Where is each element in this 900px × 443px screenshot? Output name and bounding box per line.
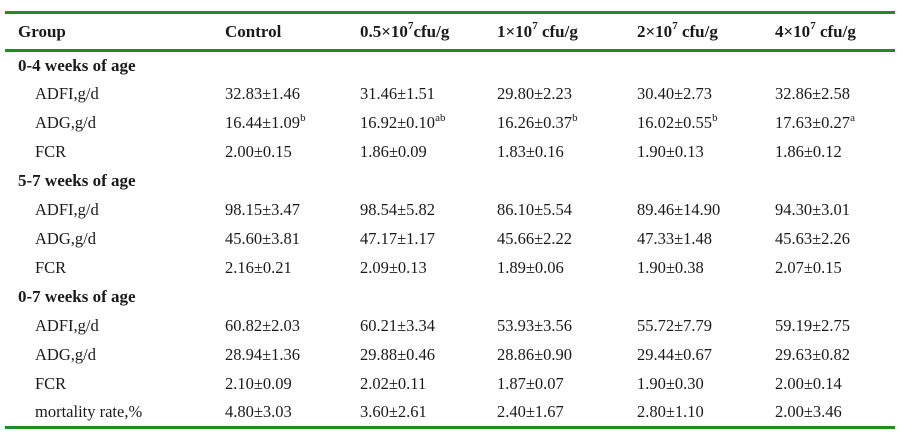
table-row: ADG,g/d 28.94±1.36 29.88±0.46 28.86±0.90 29.… [5,341,895,370]
data-cell: 16.02±0.55b [637,111,718,132]
data-cell: 94.30±3.01 [775,200,851,219]
data-cell: 60.21±3.34 [360,316,436,335]
table-row: ADFI,g/d 98.15±3.47 98.54±5.82 86.10±5.54 89… [5,196,895,225]
data-cell: 16.92±0.10ab [360,111,446,132]
row-label: mortality rate,% [35,402,143,422]
row-label: ADG,g/d [35,229,96,248]
row-label: FCR [35,258,67,277]
section-row: 5-7 weeks of age [5,167,895,196]
table-body: 0-4 weeks of age ADFI,g/d 32.83±1.46 31.46±… [5,51,895,428]
data-cell: 29.80±2.23 [497,84,573,103]
data-cell: 1.86±0.12 [775,142,842,161]
data-cell: 86.10±5.54 [497,200,573,219]
data-cell: 2.07±0.15 [775,258,842,277]
section-row: 0-7 weeks of age [5,283,895,312]
data-cell: 2.00±3.46 [775,402,842,422]
data-cell: 2.10±0.09 [225,374,292,393]
data-cell: 47.33±1.48 [637,229,713,248]
data-cell: 32.86±2.58 [775,84,851,103]
data-cell: 16.26±0.37b [497,111,578,132]
data-cell: 2.40±1.67 [497,402,564,422]
data-cell: 28.94±1.36 [225,345,301,364]
data-cell: 89.46±14.90 [637,200,721,219]
data-cell: 2.00±0.15 [225,142,292,161]
table-row: ADFI,g/d 60.82±2.03 60.21±3.34 53.93±3.56 55… [5,312,895,341]
section-title: 5-7 weeks of age [18,171,136,190]
column-header: 4×107 cfu/g [775,19,856,41]
row-label: ADFI,g/d [35,84,99,103]
data-cell: 45.66±2.22 [497,229,573,248]
data-cell: 98.54±5.82 [360,200,436,219]
data-cell: 53.93±3.56 [497,316,573,335]
data-cell: 1.87±0.07 [497,374,564,393]
data-cell: 29.63±0.82 [775,345,851,364]
data-cell: 1.86±0.09 [360,142,427,161]
data-cell: 2.80±1.10 [637,402,704,422]
column-header: 0.5×107cfu/g [360,19,450,41]
data-cell: 4.80±3.03 [225,402,292,422]
data-cell: 2.16±0.21 [225,258,292,277]
table-header: Group Control 0.5×107cfu/g 1×107 cfu/g 2×107… [5,13,895,51]
table-row: ADG,g/d 16.44±1.09b 16.92±0.10ab 16.26±0.37… [5,109,895,138]
data-cell: 98.15±3.47 [225,200,301,219]
growth-performance-table: Group Control 0.5×107cfu/g 1×107 cfu/g 2×107… [5,11,895,429]
column-header: 1×107 cfu/g [497,19,578,41]
data-cell: 31.46±1.51 [360,84,436,103]
data-cell: 2.09±0.13 [360,258,427,277]
row-label: FCR [35,142,67,161]
data-cell: 28.86±0.90 [497,345,573,364]
data-cell: 30.40±2.73 [637,84,713,103]
data-cell: 1.83±0.16 [497,142,564,161]
header-row: Group Control 0.5×107cfu/g 1×107 cfu/g 2×107… [5,13,895,51]
data-cell: 32.83±1.46 [225,84,301,103]
row-label: FCR [35,374,67,393]
data-cell: 55.72±7.79 [637,316,713,335]
data-cell: 16.44±1.09b [225,111,306,132]
data-cell: 1.90±0.30 [637,374,704,393]
row-label: ADG,g/d [35,113,96,132]
data-cell: 2.02±0.11 [360,374,427,393]
data-cell: 1.90±0.13 [637,142,704,161]
table-row: FCR 2.00±0.15 1.86±0.09 1.83±0.16 1.90±0.13 1… [5,138,895,167]
data-cell: 2.00±0.14 [775,374,842,393]
table-row: FCR 2.10±0.09 2.02±0.11 1.87±0.07 1.90±0.30 2… [5,370,895,399]
data-cell: 3.60±2.61 [360,402,427,422]
table-row: mortality rate,% 4.80±3.03 3.60±2.61 2.40±1… [5,399,895,428]
column-header-group: Group [18,21,66,41]
section-row: 0-4 weeks of age [5,51,895,80]
data-cell: 29.44±0.67 [637,345,713,364]
data-cell: 60.82±2.03 [225,316,301,335]
row-label: ADG,g/d [35,345,96,364]
column-header: Control [225,21,282,41]
data-cell: 1.90±0.38 [637,258,704,277]
data-cell: 45.60±3.81 [225,229,301,248]
data-cell: 59.19±2.75 [775,316,851,335]
data-cell: 47.17±1.17 [360,229,436,248]
column-header: 2×107 cfu/g [637,19,718,41]
data-cell: 45.63±2.26 [775,229,851,248]
row-label: ADFI,g/d [35,316,99,335]
section-title: 0-7 weeks of age [18,287,136,306]
row-label: ADFI,g/d [35,200,99,219]
table-row: FCR 2.16±0.21 2.09±0.13 1.89±0.06 1.90±0.38 2… [5,254,895,283]
table-row: ADG,g/d 45.60±3.81 47.17±1.17 45.66±2.22 47.… [5,225,895,254]
section-title: 0-4 weeks of age [18,55,136,75]
data-cell: 1.89±0.06 [497,258,564,277]
table-row: ADFI,g/d 32.83±1.46 31.46±1.51 29.80±2.23 30… [5,80,895,109]
data-cell: 29.88±0.46 [360,345,436,364]
data-cell: 17.63±0.27a [775,111,855,132]
